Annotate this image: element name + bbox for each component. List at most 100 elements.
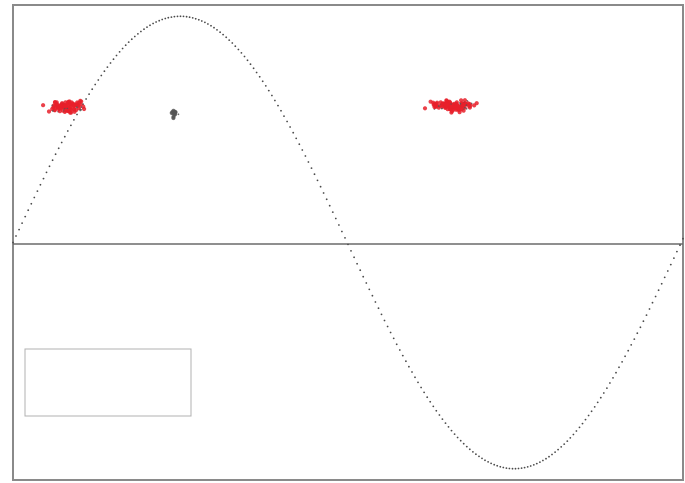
sine-point bbox=[420, 386, 422, 389]
sine-point bbox=[207, 23, 209, 25]
sine-point bbox=[301, 149, 304, 151]
sine-point bbox=[508, 467, 511, 470]
cluster-point bbox=[464, 106, 466, 109]
sine-point bbox=[642, 320, 645, 323]
sine-point bbox=[679, 244, 681, 247]
sine-point bbox=[143, 28, 145, 31]
sine-point bbox=[30, 202, 33, 205]
sine-point bbox=[487, 461, 489, 463]
sine-point bbox=[472, 451, 474, 453]
sine-point bbox=[213, 26, 215, 29]
sine-point bbox=[633, 338, 636, 340]
sine-point bbox=[194, 17, 197, 20]
sine-point bbox=[316, 179, 319, 182]
sine-point bbox=[593, 406, 596, 408]
sine-point bbox=[666, 270, 669, 272]
sine-point bbox=[97, 79, 100, 81]
sine-point bbox=[51, 159, 54, 162]
sine-point bbox=[173, 15, 176, 18]
sine-point bbox=[630, 344, 633, 346]
sine-point bbox=[271, 94, 273, 97]
cluster-point bbox=[51, 110, 54, 112]
sine-point bbox=[54, 153, 57, 156]
sine-point bbox=[191, 17, 194, 19]
sine-point bbox=[255, 71, 258, 74]
sine-point bbox=[505, 467, 508, 469]
sine-point bbox=[176, 15, 179, 18]
cluster-point bbox=[55, 105, 60, 110]
sine-point bbox=[149, 24, 151, 27]
sine-point bbox=[164, 17, 167, 20]
sine-point bbox=[602, 392, 605, 394]
sine-point bbox=[283, 115, 285, 117]
sine-point bbox=[204, 21, 206, 24]
sine-point bbox=[325, 198, 328, 201]
cluster-point bbox=[462, 98, 467, 103]
cluster-point bbox=[468, 103, 473, 108]
sine-point bbox=[493, 463, 496, 466]
sine-point bbox=[377, 307, 380, 310]
sine-point bbox=[523, 466, 526, 469]
cluster-point bbox=[63, 100, 68, 105]
sine-point bbox=[100, 74, 103, 77]
sine-point bbox=[359, 269, 362, 272]
sine-point bbox=[264, 85, 267, 87]
sine-point bbox=[200, 20, 203, 22]
sine-point bbox=[88, 93, 90, 95]
sine-point bbox=[499, 465, 502, 468]
sine-point bbox=[289, 126, 291, 128]
cluster-point bbox=[465, 104, 468, 106]
cluster-point bbox=[80, 108, 83, 111]
sine-point bbox=[106, 66, 109, 68]
sine-point bbox=[277, 104, 279, 107]
sine-point bbox=[356, 262, 358, 265]
sine-point bbox=[57, 147, 60, 150]
sine-point bbox=[146, 26, 148, 28]
sine-point bbox=[566, 440, 569, 442]
sine-point bbox=[118, 51, 121, 53]
series-layer bbox=[12, 15, 684, 470]
sine-point bbox=[152, 22, 155, 25]
sine-point bbox=[307, 161, 310, 163]
cluster-point bbox=[67, 108, 72, 113]
sine-point bbox=[609, 382, 611, 384]
sine-point bbox=[353, 256, 355, 259]
sine-point bbox=[73, 119, 75, 121]
sine-point bbox=[478, 455, 480, 458]
sine-point bbox=[103, 70, 106, 73]
sine-point bbox=[331, 211, 334, 214]
sine-point bbox=[155, 21, 158, 23]
sine-point bbox=[313, 173, 316, 176]
sine-point bbox=[48, 165, 51, 168]
sine-point bbox=[76, 113, 78, 116]
sine-point bbox=[563, 443, 566, 445]
sine-point bbox=[612, 377, 614, 379]
sine-point bbox=[465, 445, 468, 448]
sine-point bbox=[188, 16, 191, 19]
sine-point bbox=[137, 33, 139, 35]
sine-point bbox=[554, 451, 556, 453]
sine-point bbox=[338, 224, 340, 226]
cluster-point bbox=[41, 103, 46, 108]
sine-point bbox=[481, 457, 483, 460]
sine-point bbox=[63, 135, 66, 138]
sine-point bbox=[127, 41, 130, 43]
sine-point bbox=[557, 448, 559, 451]
sine-point bbox=[532, 464, 535, 466]
sine-point bbox=[24, 215, 27, 218]
sine-point bbox=[408, 365, 410, 368]
sine-point bbox=[618, 366, 620, 369]
sine-point bbox=[267, 89, 270, 92]
sine-point bbox=[423, 391, 425, 394]
sine-point bbox=[27, 209, 30, 212]
sine-point bbox=[587, 414, 590, 417]
sine-point bbox=[66, 130, 69, 132]
sine-point bbox=[121, 47, 124, 50]
sine-point bbox=[130, 38, 133, 41]
sine-point bbox=[319, 185, 322, 188]
sine-point bbox=[606, 387, 608, 389]
cluster-point bbox=[66, 103, 71, 108]
sine-point bbox=[322, 192, 325, 194]
sine-point bbox=[304, 155, 307, 157]
sine-point bbox=[286, 120, 288, 123]
